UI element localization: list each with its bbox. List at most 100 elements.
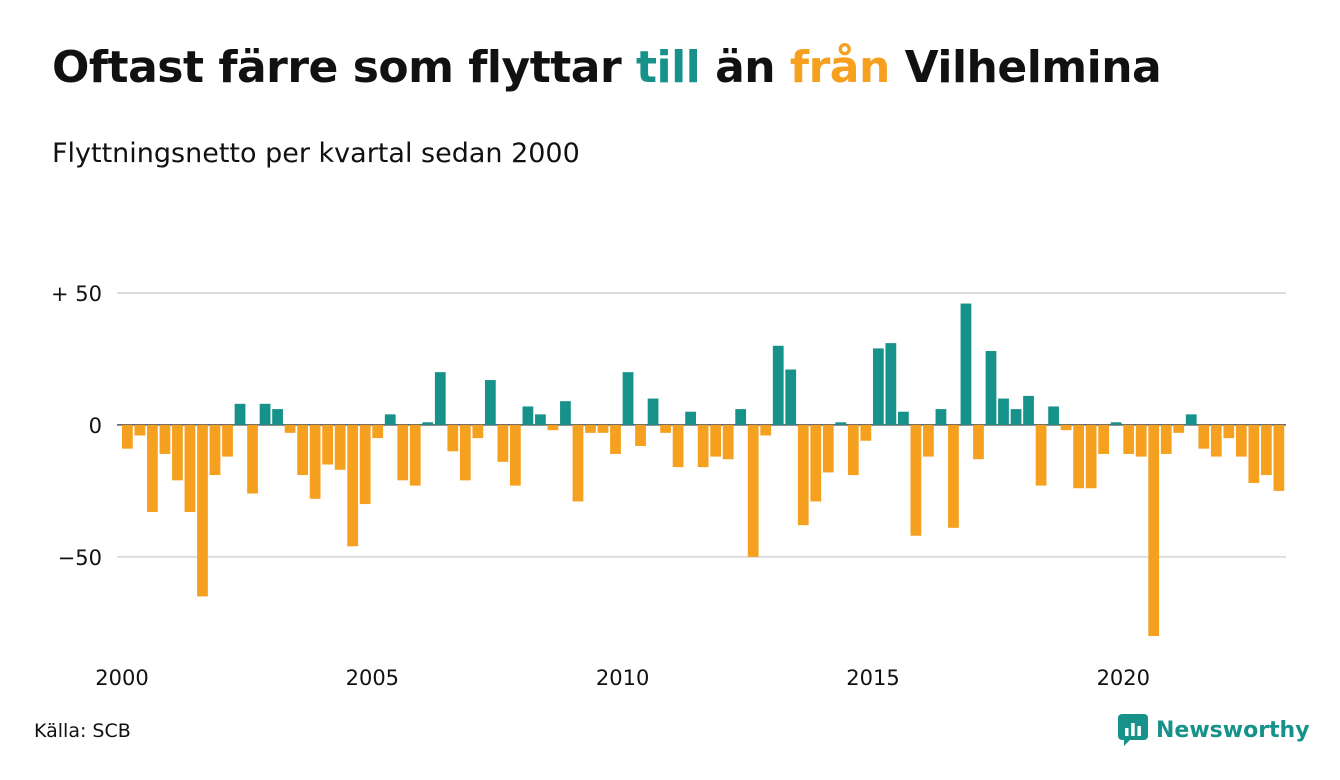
bar xyxy=(409,424,421,486)
bar xyxy=(1173,424,1185,433)
bar xyxy=(134,424,146,436)
brand-name: Newsworthy xyxy=(1156,717,1310,743)
bar xyxy=(522,406,534,425)
bar xyxy=(622,372,634,425)
bar xyxy=(172,424,183,481)
bar xyxy=(572,424,584,502)
bar xyxy=(1198,424,1210,449)
bar xyxy=(547,424,559,431)
bar xyxy=(1210,424,1222,457)
y-tick-label: + 50 xyxy=(51,282,102,306)
bar xyxy=(1223,424,1235,439)
bar xyxy=(722,424,734,460)
bar xyxy=(1135,424,1147,457)
chart-subtitle: Flyttningsnetto per kvartal sedan 2000 xyxy=(52,138,580,169)
title-till: till xyxy=(635,42,701,93)
bar xyxy=(1073,424,1084,489)
bar xyxy=(973,424,984,460)
bar xyxy=(923,424,934,457)
bar xyxy=(259,403,271,425)
bar xyxy=(472,424,484,439)
bar xyxy=(672,424,684,468)
bar xyxy=(685,411,696,425)
x-tick-label: 2005 xyxy=(346,666,399,690)
bar xyxy=(1085,424,1097,489)
bar xyxy=(735,409,747,425)
bar xyxy=(872,348,884,425)
bar xyxy=(747,424,759,557)
bar xyxy=(1123,424,1135,454)
bar xyxy=(635,424,646,447)
bar xyxy=(810,424,822,502)
title-part-3: Vilhelmina xyxy=(889,42,1162,93)
bar xyxy=(447,424,459,452)
bar xyxy=(334,424,346,470)
bar xyxy=(585,424,596,433)
bar xyxy=(1185,414,1197,425)
bar xyxy=(760,424,772,436)
bar xyxy=(948,424,959,528)
bar xyxy=(860,424,872,441)
bar xyxy=(284,424,296,433)
chart-title: Oftast färre som flyttar till än från Vi… xyxy=(52,42,1162,93)
bar xyxy=(822,424,834,473)
bar xyxy=(560,401,571,425)
bar xyxy=(597,424,609,433)
bar xyxy=(847,424,859,476)
bar xyxy=(535,414,546,425)
bar xyxy=(772,345,784,425)
bar xyxy=(347,424,359,547)
bar xyxy=(1235,424,1247,457)
bar xyxy=(710,424,722,457)
bar xyxy=(484,380,496,425)
bar xyxy=(434,372,446,425)
bar xyxy=(1035,424,1047,486)
bar xyxy=(1273,424,1285,491)
bar xyxy=(209,424,221,476)
bar xyxy=(797,424,809,526)
bar-layer xyxy=(122,303,1285,636)
bar xyxy=(960,303,972,425)
bar xyxy=(122,424,133,449)
bar xyxy=(998,398,1009,425)
bar xyxy=(147,424,158,512)
bar xyxy=(234,403,246,425)
y-tick-label: −50 xyxy=(58,546,102,570)
bar xyxy=(197,424,208,597)
source-note: Källa: SCB xyxy=(34,720,131,742)
bar xyxy=(1110,422,1122,425)
bar xyxy=(1260,424,1272,476)
title-fran: från xyxy=(789,42,890,93)
bar xyxy=(222,424,233,457)
bar xyxy=(660,424,671,433)
x-tick-label: 2015 xyxy=(846,666,899,690)
bar xyxy=(247,424,258,494)
newsworthy-logo: Newsworthy xyxy=(1118,714,1310,746)
bar xyxy=(272,409,283,425)
bar xyxy=(910,424,922,536)
x-tick-label: 2010 xyxy=(596,666,649,690)
bar xyxy=(510,424,521,486)
bar xyxy=(184,424,196,512)
newsworthy-bar-chart-icon xyxy=(1118,714,1148,746)
bar xyxy=(898,411,909,425)
bar xyxy=(935,409,947,425)
bar xyxy=(885,343,897,425)
bar xyxy=(697,424,709,468)
bar xyxy=(1060,424,1072,431)
bar xyxy=(1248,424,1260,483)
bar xyxy=(459,424,471,481)
bar xyxy=(1023,395,1034,425)
bar xyxy=(835,422,847,425)
title-part-1: Oftast färre som flyttar xyxy=(52,42,636,93)
bar xyxy=(159,424,171,454)
bar xyxy=(384,414,396,425)
bar xyxy=(1148,424,1160,636)
bar xyxy=(422,422,434,425)
bar xyxy=(322,424,334,465)
bar xyxy=(1098,424,1110,454)
bar xyxy=(785,369,797,425)
bar xyxy=(1010,409,1022,425)
bar xyxy=(610,424,621,454)
